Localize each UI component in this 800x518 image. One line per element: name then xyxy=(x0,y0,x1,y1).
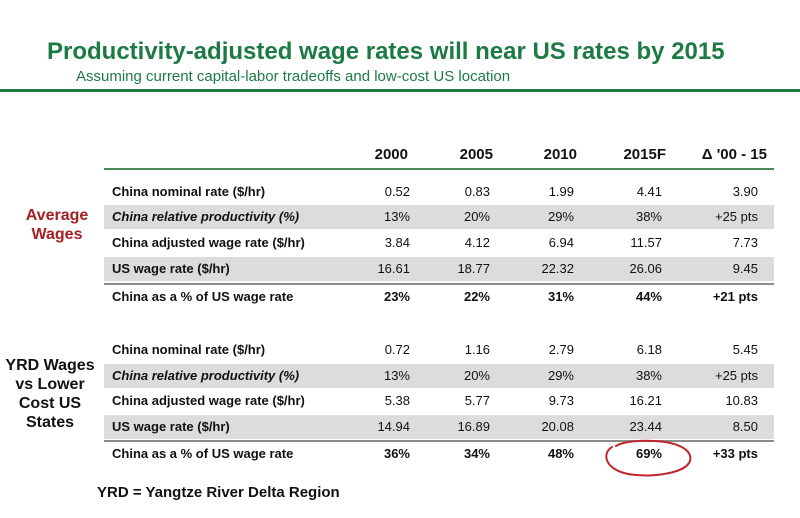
cell-2000: 3.84 xyxy=(384,235,410,250)
table-row: US wage rate ($/hr) 16.61 18.77 22.32 26… xyxy=(104,257,774,281)
row-label: China as a % of US wage rate xyxy=(112,446,294,461)
table-row-total: China as a % of US wage rate 36% 34% 48%… xyxy=(104,440,774,466)
cell-2015f: 44% xyxy=(635,289,662,304)
highlight-circle-annotation xyxy=(605,439,692,477)
cell-2010: 29% xyxy=(547,368,574,383)
cell-2005: 22% xyxy=(463,289,490,304)
cell-delta: +33 pts xyxy=(712,446,758,461)
row-label: China adjusted wage rate ($/hr) xyxy=(112,235,305,250)
row-label: China adjusted wage rate ($/hr) xyxy=(112,393,305,408)
table-row: China adjusted wage rate ($/hr) 5.38 5.7… xyxy=(104,389,774,413)
section-label-line: YRD Wages xyxy=(5,357,95,374)
cell-2000: 5.38 xyxy=(384,393,410,408)
section-label-line: vs Lower xyxy=(15,376,85,393)
section-label-line: Average xyxy=(25,207,89,224)
cell-2005: 16.89 xyxy=(457,419,490,434)
cell-2010: 22.32 xyxy=(541,261,574,276)
cell-delta: 10.83 xyxy=(725,393,758,408)
cell-2015f: 6.18 xyxy=(636,342,662,357)
cell-delta: 3.90 xyxy=(732,184,758,199)
column-header-delta: Δ '00 - 15 xyxy=(701,146,767,163)
cell-2005: 1.16 xyxy=(464,342,490,357)
row-label: US wage rate ($/hr) xyxy=(112,419,230,434)
cell-delta: 7.73 xyxy=(732,235,758,250)
cell-2010: 29% xyxy=(547,209,574,224)
column-header-2015f: 2015F xyxy=(623,146,666,163)
row-label: China as a % of US wage rate xyxy=(112,289,294,304)
cell-2000: 0.72 xyxy=(384,342,410,357)
table-row-total: China as a % of US wage rate 23% 22% 31%… xyxy=(104,283,774,309)
section-label-yrd-wages: YRD Wages vs Lower Cost US States xyxy=(0,356,100,432)
cell-2015f: 16.21 xyxy=(629,393,662,408)
section-label-line: Cost US xyxy=(18,395,82,412)
cell-2010: 1.99 xyxy=(548,184,574,199)
cell-2005: 20% xyxy=(463,209,490,224)
cell-2000: 23% xyxy=(383,289,410,304)
cell-2000: 0.52 xyxy=(384,184,410,199)
row-label: China nominal rate ($/hr) xyxy=(112,184,266,199)
cell-2015f: 4.41 xyxy=(636,184,662,199)
cell-2015f: 38% xyxy=(635,368,662,383)
slide-subtitle: Assuming current capital-labor tradeoffs… xyxy=(76,68,511,85)
column-header-2000: 2000 xyxy=(374,146,408,163)
cell-2010: 31% xyxy=(547,289,574,304)
header-divider xyxy=(104,168,774,170)
cell-delta: +25 pts xyxy=(714,209,758,224)
table-row: China nominal rate ($/hr) 0.72 1.16 2.79… xyxy=(104,338,774,362)
cell-2000: 13% xyxy=(383,368,410,383)
cell-2010: 48% xyxy=(547,446,574,461)
cell-2010: 6.94 xyxy=(548,235,574,250)
table-row: US wage rate ($/hr) 14.94 16.89 20.08 23… xyxy=(104,415,774,439)
cell-2005: 20% xyxy=(463,368,490,383)
cell-2010: 9.73 xyxy=(548,393,574,408)
cell-2000: 13% xyxy=(383,209,410,224)
cell-2015f: 38% xyxy=(635,209,662,224)
cell-2005: 0.83 xyxy=(464,184,490,199)
cell-delta: +25 pts xyxy=(714,368,758,383)
cell-2000: 36% xyxy=(383,446,410,461)
cell-delta: 8.50 xyxy=(732,419,758,434)
row-label: US wage rate ($/hr) xyxy=(112,261,230,276)
table-row: China relative productivity (%) 13% 20% … xyxy=(104,364,774,388)
cell-delta: +21 pts xyxy=(712,289,758,304)
section-label-average-wages: Average Wages xyxy=(12,206,102,244)
section-label-line: States xyxy=(25,414,75,431)
cell-2005: 5.77 xyxy=(464,393,490,408)
row-label: China relative productivity (%) xyxy=(112,368,300,383)
table-row: China nominal rate ($/hr) 0.52 0.83 1.99… xyxy=(104,180,774,204)
cell-2000: 14.94 xyxy=(377,419,410,434)
cell-2005: 18.77 xyxy=(457,261,490,276)
cell-2015f: 26.06 xyxy=(629,261,662,276)
section-label-line: Wages xyxy=(31,226,83,243)
cell-2015f: 23.44 xyxy=(629,419,662,434)
row-label: China nominal rate ($/hr) xyxy=(112,342,266,357)
footnote: YRD = Yangtze River Delta Region xyxy=(97,484,340,501)
cell-2010: 2.79 xyxy=(548,342,574,357)
cell-delta: 9.45 xyxy=(732,261,758,276)
row-label: China relative productivity (%) xyxy=(112,209,300,224)
cell-2000: 16.61 xyxy=(377,261,410,276)
cell-2015f: 11.57 xyxy=(630,235,662,250)
cell-2015f: 69% xyxy=(635,446,662,461)
column-header-2005: 2005 xyxy=(459,146,493,163)
column-header-2010: 2010 xyxy=(543,146,577,163)
cell-2005: 4.12 xyxy=(464,235,490,250)
cell-2005: 34% xyxy=(463,446,490,461)
title-divider xyxy=(0,89,800,92)
table-row: China relative productivity (%) 13% 20% … xyxy=(104,205,774,229)
slide-title: Productivity-adjusted wage rates will ne… xyxy=(47,38,725,65)
cell-2010: 20.08 xyxy=(541,419,574,434)
table-row: China adjusted wage rate ($/hr) 3.84 4.1… xyxy=(104,231,774,255)
cell-delta: 5.45 xyxy=(732,342,758,357)
